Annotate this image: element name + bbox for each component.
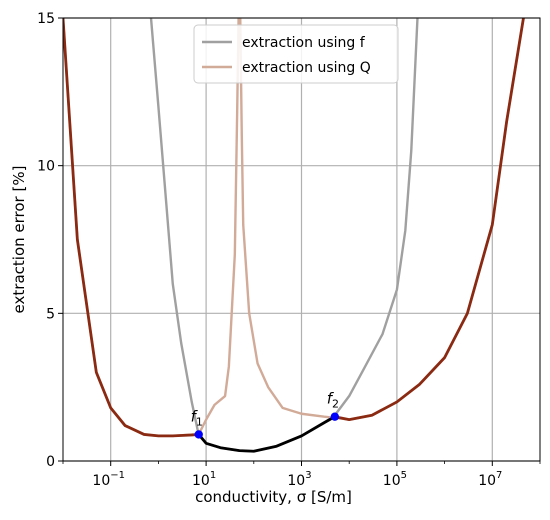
legend: extraction using f extraction using Q xyxy=(193,24,399,84)
y-axis-label: extraction error [%] xyxy=(10,166,28,314)
x-tick-label: 107 xyxy=(478,470,502,489)
y-tick-label: 5 xyxy=(46,306,55,322)
x-tick-exponent: 5 xyxy=(401,470,407,481)
crossover-label-symbol: f xyxy=(191,407,199,425)
crossover-label-symbol: f xyxy=(327,390,335,408)
legend-box xyxy=(193,24,399,84)
legend-label-2: extraction using Q xyxy=(242,60,371,76)
legend-label-1: extraction using f xyxy=(242,35,366,51)
x-tick-exponent: 1 xyxy=(210,470,216,481)
y-tick-label: 10 xyxy=(37,159,55,175)
x-tick-base: 10 xyxy=(92,473,110,489)
crossover-marker-2 xyxy=(330,412,340,421)
series-line-4 xyxy=(197,415,337,453)
crossover-label-subscript: 2 xyxy=(332,398,339,411)
x-tick-exponent: 7 xyxy=(496,470,502,481)
x-tick-label: 10−1 xyxy=(92,470,125,489)
crossover-label-subscript: 1 xyxy=(196,415,203,428)
crossover-label-2: f2 xyxy=(327,390,339,411)
series-line-3 xyxy=(333,18,525,422)
x-axis-label: conductivity, σ [S/m] xyxy=(195,488,352,506)
x-tick-label: 103 xyxy=(287,470,311,489)
y-tick-label: 0 xyxy=(46,454,55,470)
x-tick-exponent: 3 xyxy=(305,470,311,481)
crossover-label-1: f1 xyxy=(191,407,203,428)
x-tick-base: 10 xyxy=(383,473,401,489)
x-tick-exponent: −1 xyxy=(110,470,125,481)
x-tick-label: 105 xyxy=(383,470,407,489)
y-tick-label: 15 xyxy=(37,11,55,27)
x-tick-label: 101 xyxy=(192,470,216,489)
x-tick-base: 10 xyxy=(287,473,305,489)
series-line-2 xyxy=(63,18,201,438)
x-tick-base: 10 xyxy=(192,473,210,489)
x-tick-base: 10 xyxy=(478,473,496,489)
crossover-marker-1 xyxy=(194,430,203,439)
